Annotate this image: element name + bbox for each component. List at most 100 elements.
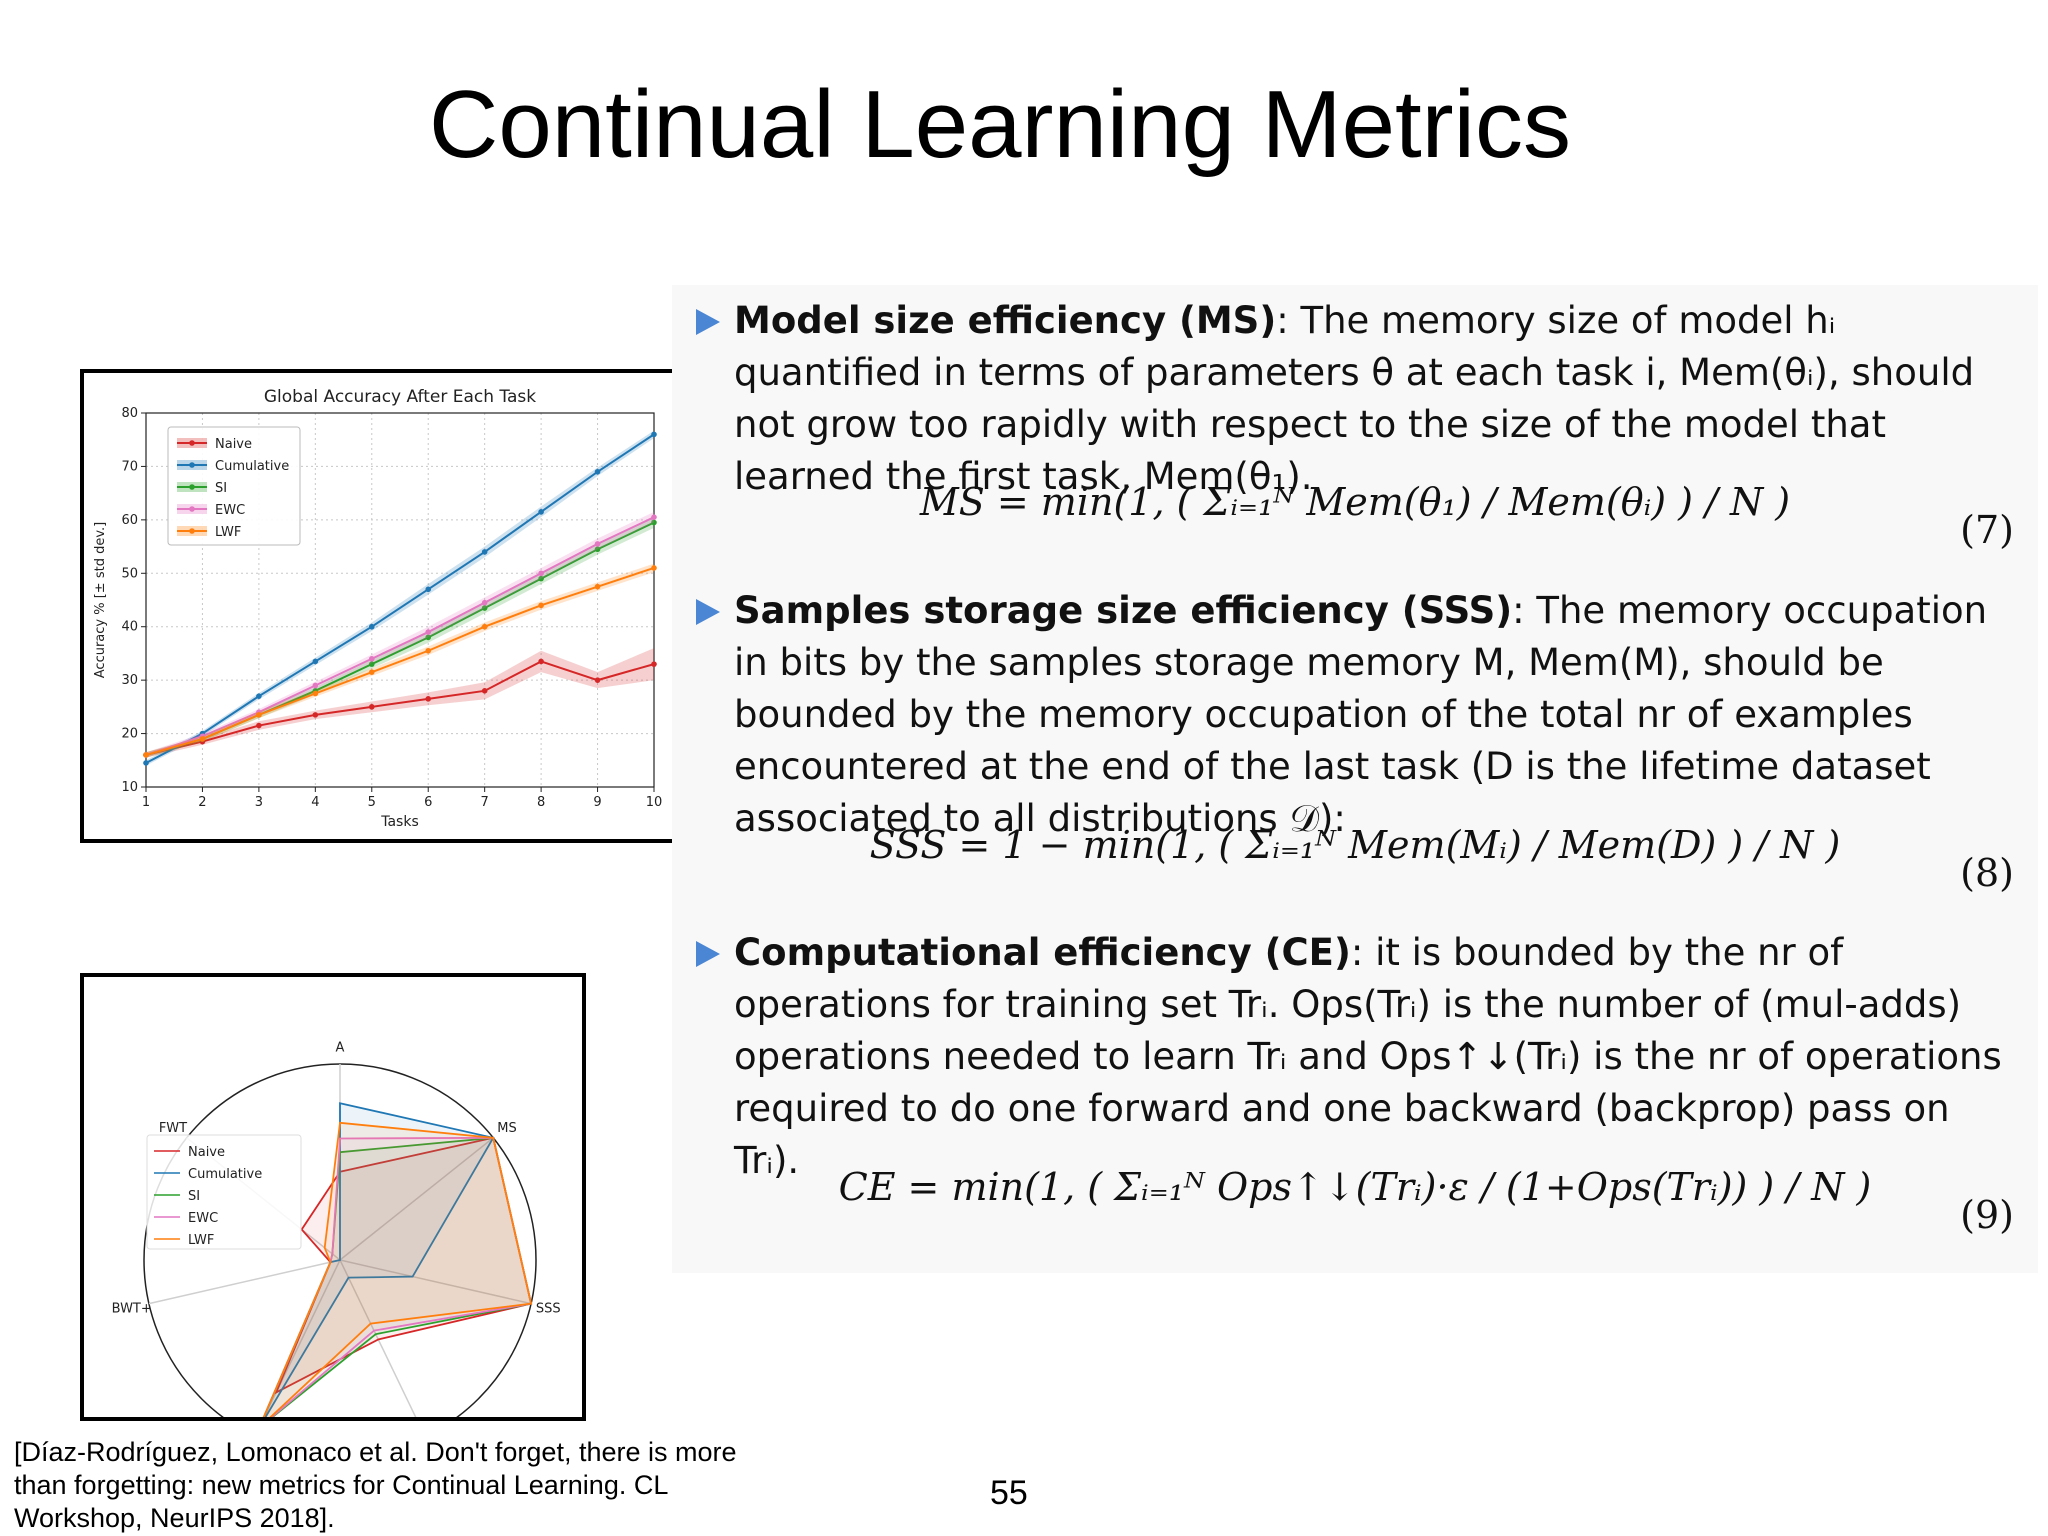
data-point — [538, 570, 544, 577]
x-tick-label: 3 — [255, 795, 263, 810]
data-point — [256, 722, 262, 729]
x-tick-label: 6 — [424, 795, 432, 810]
legend-marker — [189, 440, 195, 446]
legend-label: LWF — [188, 1233, 214, 1248]
data-point — [425, 634, 432, 641]
data-point — [594, 546, 601, 553]
metric-ce: Computational efficiency (CE): it is bou… — [696, 927, 2006, 1187]
data-point — [368, 623, 375, 630]
bullet-triangle-icon — [696, 941, 720, 967]
data-point — [538, 575, 544, 582]
series-line-lwf — [145, 566, 655, 756]
data-point — [651, 431, 657, 438]
series-line-naive — [145, 660, 655, 756]
x-tick-label: 8 — [537, 795, 545, 810]
metrics-panel: Model size efficiency (MS): The memory s… — [672, 285, 2038, 1273]
x-tick-label: 9 — [593, 795, 601, 810]
slide-title: Continual Learning Metrics — [429, 71, 1571, 178]
data-point — [538, 602, 544, 609]
data-point — [143, 760, 149, 766]
x-tick-label: 7 — [481, 795, 489, 810]
data-point — [481, 623, 488, 630]
legend-box — [167, 426, 301, 546]
data-point — [368, 661, 375, 667]
radar-spoke — [339, 1137, 494, 1261]
data-point — [594, 677, 601, 683]
formula: MS = min(1, ( Σᵢ₌₁ᴺ Mem(θ₁) / Mem(θᵢ) ) … — [919, 480, 1791, 524]
legend-label: Cumulative — [188, 1167, 262, 1182]
series-line-cumulative — [145, 433, 655, 764]
data-point — [425, 647, 432, 654]
legend-marker — [189, 462, 195, 468]
data-point — [481, 688, 488, 694]
legend: Naive Cumulative SI EWC LWF — [146, 1134, 302, 1250]
radar-chart-frame: AMSSSSCEREMBWT+FWTNaiveCumulativeSIEWCLW… — [80, 973, 586, 1461]
x-tick-label: 2 — [198, 795, 206, 810]
metric-description: : it is bounded by the nr of operations … — [734, 931, 2002, 1182]
data-point — [538, 509, 544, 515]
data-point — [651, 514, 657, 520]
y-tick-label: 30 — [121, 673, 138, 688]
y-axis-label: Accuracy % [± std dev.] — [93, 522, 108, 678]
metric-name: Model size efficiency (MS) — [734, 299, 1277, 342]
y-tick-label: 40 — [121, 620, 138, 635]
plot-area — [145, 412, 655, 788]
x-tick-label: 5 — [368, 795, 376, 810]
radar-chart: AMSSSSCEREMBWT+FWTNaiveCumulativeSIEWCLW… — [112, 1040, 561, 1461]
y-tick-label: 20 — [121, 727, 138, 742]
radar-axis-label: FWT — [159, 1121, 187, 1136]
x-tick-label: 4 — [311, 795, 319, 810]
data-point — [651, 565, 657, 571]
data-point — [594, 468, 601, 475]
radar-axis-label: BWT+ — [112, 1302, 152, 1317]
radar-series-lwf — [258, 1121, 533, 1429]
legend-label: SI — [188, 1189, 200, 1204]
legend-label: EWC — [215, 503, 245, 518]
metric-ms: Model size efficiency (MS): The memory s… — [696, 295, 2006, 503]
radar-spoke — [339, 1259, 532, 1305]
y-tick-label: 60 — [121, 513, 138, 528]
legend-label: Naive — [215, 437, 252, 452]
legend: Naive Cumulative SI EWC LWF — [167, 426, 301, 546]
data-point — [481, 605, 488, 611]
data-point — [425, 586, 432, 593]
equation-ce: CE = min(1, ( Σᵢ₌₁ᴺ Ops↑↓(Trᵢ)·ε / (1+Op… — [672, 1135, 2038, 1265]
series-line-ewc — [145, 516, 655, 756]
data-point — [425, 696, 432, 702]
data-point — [312, 682, 319, 689]
data-point — [368, 669, 375, 675]
metric-name: Computational efficiency (CE) — [734, 931, 1351, 974]
data-point — [538, 658, 544, 665]
x-tick-label: 10 — [646, 795, 663, 810]
legend-label: Cumulative — [215, 459, 289, 474]
legend-label: SI — [215, 481, 227, 496]
formula: SSS = 1 − min(1, ( Σᵢ₌₁ᴺ Mem(Mᵢ) / Mem(D… — [869, 823, 1841, 867]
data-point — [199, 736, 206, 742]
line-chart: Global Accuracy After Each Task 1 2 3 4 5 6 7 8 9… — [93, 387, 663, 830]
data-point — [143, 752, 149, 758]
y-tick-label: 70 — [121, 459, 138, 474]
x-tick-label: 1 — [142, 795, 150, 810]
data-point — [368, 704, 375, 710]
equation-ms: MS = min(1, ( Σᵢ₌₁ᴺ Mem(θ₁) / Mem(θᵢ) ) … — [672, 450, 2038, 580]
radar-axis-label: MS — [497, 1121, 516, 1136]
legend-label: EWC — [188, 1211, 218, 1226]
data-point — [256, 693, 262, 699]
equation-number: (7) — [1960, 508, 2014, 552]
data-point — [368, 655, 375, 662]
legend-marker — [189, 506, 195, 512]
data-point — [312, 658, 319, 665]
equation-number: (9) — [1960, 1193, 2014, 1237]
data-point — [312, 712, 319, 718]
data-point — [481, 549, 488, 555]
y-tick-label: 80 — [121, 406, 138, 421]
metric-description: : The memory occupation in bits by the s… — [734, 589, 1988, 840]
chart-title: Global Accuracy After Each Task — [264, 387, 536, 407]
y-tick-label: 50 — [121, 566, 138, 581]
line-chart-frame: Global Accuracy After Each Task 1 2 3 4 5 6 7 8 9… — [80, 369, 676, 843]
bullet-triangle-icon — [696, 599, 720, 625]
std-band-cumulative — [146, 430, 654, 766]
metric-description: : The memory size of model hᵢ quantified… — [734, 299, 1975, 498]
y-tick-label: 10 — [121, 780, 138, 795]
formula: CE = min(1, ( Σᵢ₌₁ᴺ Ops↑↓(Trᵢ)·ε / (1+Op… — [838, 1165, 1872, 1209]
